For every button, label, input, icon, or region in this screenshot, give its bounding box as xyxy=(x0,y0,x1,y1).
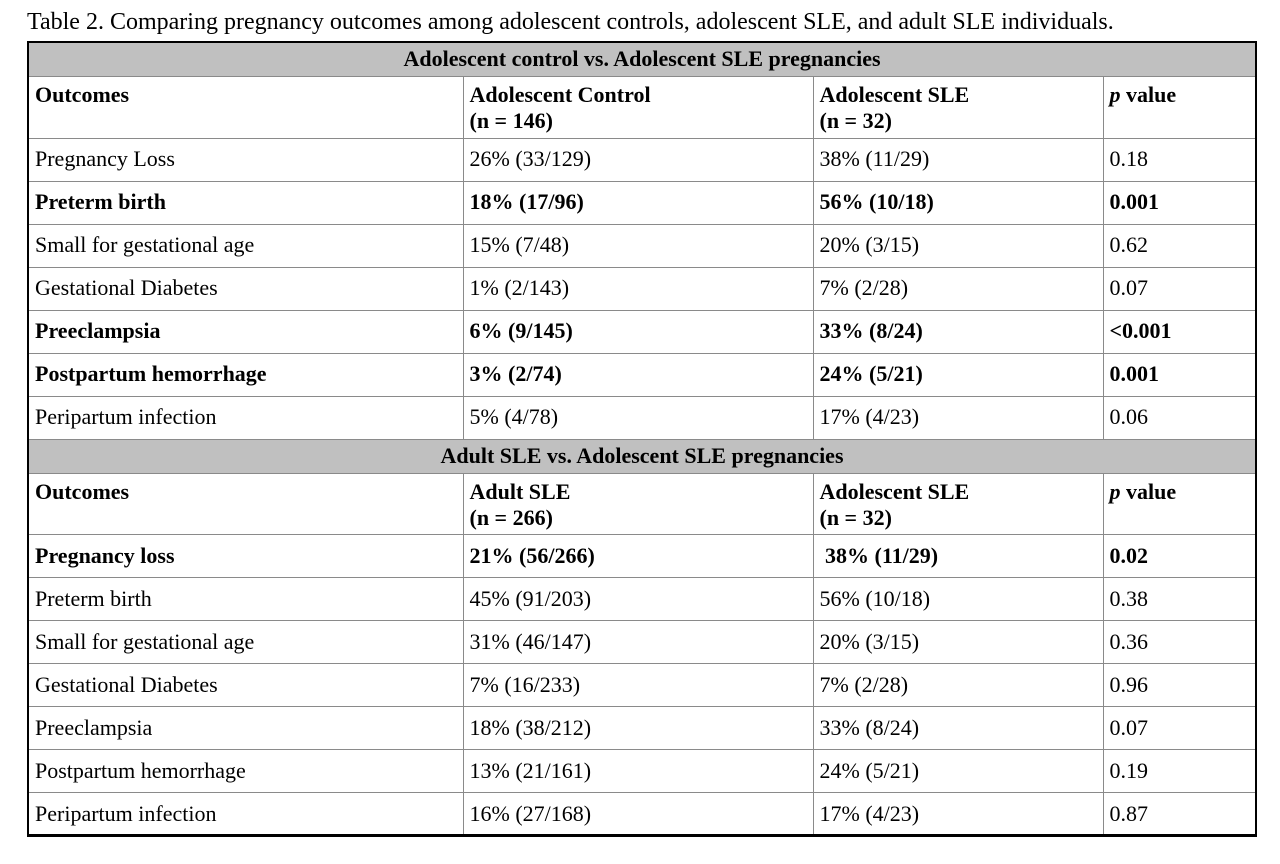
group1-value-cell: 21% (56/266) xyxy=(462,534,814,579)
group2-value-cell: 38% (11/29) xyxy=(812,534,1104,579)
col-header-group1: Adolescent Control (n = 146) xyxy=(462,75,814,139)
outcome-cell: Pregnancy Loss xyxy=(27,137,464,182)
col-header-pvalue: p value xyxy=(1102,472,1257,536)
group1-value-cell: 5% (4/78) xyxy=(462,395,814,440)
p-value-cell: 0.001 xyxy=(1102,352,1257,397)
col-header-group1: Adult SLE (n = 266) xyxy=(462,472,814,536)
group1-value-cell: 7% (16/233) xyxy=(462,663,814,708)
table-row: Pregnancy Loss 26% (33/129) 38% (11/29) … xyxy=(27,137,1257,182)
group1-value-cell: 6% (9/145) xyxy=(462,309,814,354)
p-value-cell: 0.07 xyxy=(1102,706,1257,751)
table-row: Postpartum hemorrhage 3% (2/74) 24% (5/2… xyxy=(27,352,1257,397)
section-1-title: Adolescent control vs. Adolescent SLE pr… xyxy=(27,41,1257,77)
p-value-cell: 0.18 xyxy=(1102,137,1257,182)
group2-value-cell: 33% (8/24) xyxy=(812,706,1104,751)
group2-value-cell: 33% (8/24) xyxy=(812,309,1104,354)
outcome-cell: Gestational Diabetes xyxy=(27,663,464,708)
outcome-cell: Small for gestational age xyxy=(27,620,464,665)
group1-value-cell: 1% (2/143) xyxy=(462,266,814,311)
group2-value-cell: 38% (11/29) xyxy=(812,137,1104,182)
group1-value-cell: 13% (21/161) xyxy=(462,749,814,794)
table-row: Gestational Diabetes 7% (16/233) 7% (2/2… xyxy=(27,663,1257,708)
table-row: Preterm birth 18% (17/96) 56% (10/18) 0.… xyxy=(27,180,1257,225)
col-header-group1-line1: Adult SLE xyxy=(469,478,571,504)
p-value-cell: 0.19 xyxy=(1102,749,1257,794)
p-value-cell: 0.38 xyxy=(1102,577,1257,622)
outcome-cell: Peripartum infection xyxy=(27,792,464,837)
table-row: Preterm birth 45% (91/203) 56% (10/18) 0… xyxy=(27,577,1257,622)
table-caption: Table 2. Comparing pregnancy outcomes am… xyxy=(27,9,1114,35)
outcome-cell: Pregnancy loss xyxy=(27,534,464,579)
group2-value-cell: 24% (5/21) xyxy=(812,749,1104,794)
col-header-group2: Adolescent SLE (n = 32) xyxy=(812,75,1104,139)
col-header-group2-line2: (n = 32) xyxy=(819,108,892,134)
group1-value-cell: 26% (33/129) xyxy=(462,137,814,182)
section-header-row: Adult SLE vs. Adolescent SLE pregnancies xyxy=(27,438,1257,474)
group1-value-cell: 3% (2/74) xyxy=(462,352,814,397)
group2-value-cell: 56% (10/18) xyxy=(812,577,1104,622)
group1-value-cell: 31% (46/147) xyxy=(462,620,814,665)
p-value-cell: 0.02 xyxy=(1102,534,1257,579)
group2-value-cell: 7% (2/28) xyxy=(812,266,1104,311)
outcome-cell: Preterm birth xyxy=(27,180,464,225)
col-header-group2-line2: (n = 32) xyxy=(819,504,892,530)
outcome-cell: Postpartum hemorrhage xyxy=(27,749,464,794)
group2-value-cell: 56% (10/18) xyxy=(812,180,1104,225)
col-header-group2-line1: Adolescent SLE xyxy=(819,81,970,107)
table-row: Preeclampsia 18% (38/212) 33% (8/24) 0.0… xyxy=(27,706,1257,751)
p-value-cell: 0.62 xyxy=(1102,223,1257,268)
p-symbol: p xyxy=(1109,478,1121,504)
p-value-cell: 0.001 xyxy=(1102,180,1257,225)
col-header-outcomes: Outcomes xyxy=(27,75,464,139)
col-header-outcomes: Outcomes xyxy=(27,472,464,536)
group2-value-cell: 20% (3/15) xyxy=(812,620,1104,665)
col-header-group1-line2: (n = 146) xyxy=(469,108,553,134)
section-2-title: Adult SLE vs. Adolescent SLE pregnancies xyxy=(27,438,1257,474)
group1-value-cell: 16% (27/168) xyxy=(462,792,814,837)
column-header-row: Outcomes Adult SLE (n = 266) Adolescent S… xyxy=(27,472,1257,536)
p-value-word: value xyxy=(1120,81,1177,107)
table-row: Postpartum hemorrhage 13% (21/161) 24% (… xyxy=(27,749,1257,794)
column-header-row: Outcomes Adolescent Control (n = 146) Ado… xyxy=(27,75,1257,139)
group2-value-cell: 17% (4/23) xyxy=(812,792,1104,837)
outcome-cell: Peripartum infection xyxy=(27,395,464,440)
table-row: Peripartum infection 16% (27/168) 17% (4… xyxy=(27,792,1257,837)
group2-value-cell: 24% (5/21) xyxy=(812,352,1104,397)
col-header-group1-line1: Adolescent Control xyxy=(469,81,651,107)
p-value-word: value xyxy=(1120,478,1177,504)
outcomes-table: Adolescent control vs. Adolescent SLE pr… xyxy=(27,41,1258,838)
outcome-cell: Preeclampsia xyxy=(27,309,464,354)
p-symbol: p xyxy=(1109,81,1121,107)
table-row: Small for gestational age 15% (7/48) 20%… xyxy=(27,223,1257,268)
p-value-cell: <0.001 xyxy=(1102,309,1257,354)
outcome-cell: Preterm birth xyxy=(27,577,464,622)
section-header-row: Adolescent control vs. Adolescent SLE pr… xyxy=(27,41,1257,77)
p-value-cell: 0.06 xyxy=(1102,395,1257,440)
col-header-pvalue: p value xyxy=(1102,75,1257,139)
p-value-cell: 0.07 xyxy=(1102,266,1257,311)
outcome-cell: Preeclampsia xyxy=(27,706,464,751)
outcome-cell: Gestational Diabetes xyxy=(27,266,464,311)
col-header-group2-line1: Adolescent SLE xyxy=(819,478,970,504)
group1-value-cell: 45% (91/203) xyxy=(462,577,814,622)
outcome-cell: Small for gestational age xyxy=(27,223,464,268)
table-row: Peripartum infection 5% (4/78) 17% (4/23… xyxy=(27,395,1257,440)
table-row: Gestational Diabetes 1% (2/143) 7% (2/28… xyxy=(27,266,1257,311)
col-header-group2: Adolescent SLE (n = 32) xyxy=(812,472,1104,536)
group1-value-cell: 18% (38/212) xyxy=(462,706,814,751)
group2-value-cell: 17% (4/23) xyxy=(812,395,1104,440)
table-row: Small for gestational age 31% (46/147) 2… xyxy=(27,620,1257,665)
group1-value-cell: 15% (7/48) xyxy=(462,223,814,268)
group1-value-cell: 18% (17/96) xyxy=(462,180,814,225)
p-value-cell: 0.36 xyxy=(1102,620,1257,665)
table-row: Pregnancy loss 21% (56/266) 38% (11/29) … xyxy=(27,534,1257,579)
p-value-cell: 0.96 xyxy=(1102,663,1257,708)
group2-value-cell: 20% (3/15) xyxy=(812,223,1104,268)
p-value-cell: 0.87 xyxy=(1102,792,1257,837)
table-row: Preeclampsia 6% (9/145) 33% (8/24) <0.00… xyxy=(27,309,1257,354)
outcome-cell: Postpartum hemorrhage xyxy=(27,352,464,397)
group2-value-cell: 7% (2/28) xyxy=(812,663,1104,708)
col-header-group1-line2: (n = 266) xyxy=(469,504,553,530)
